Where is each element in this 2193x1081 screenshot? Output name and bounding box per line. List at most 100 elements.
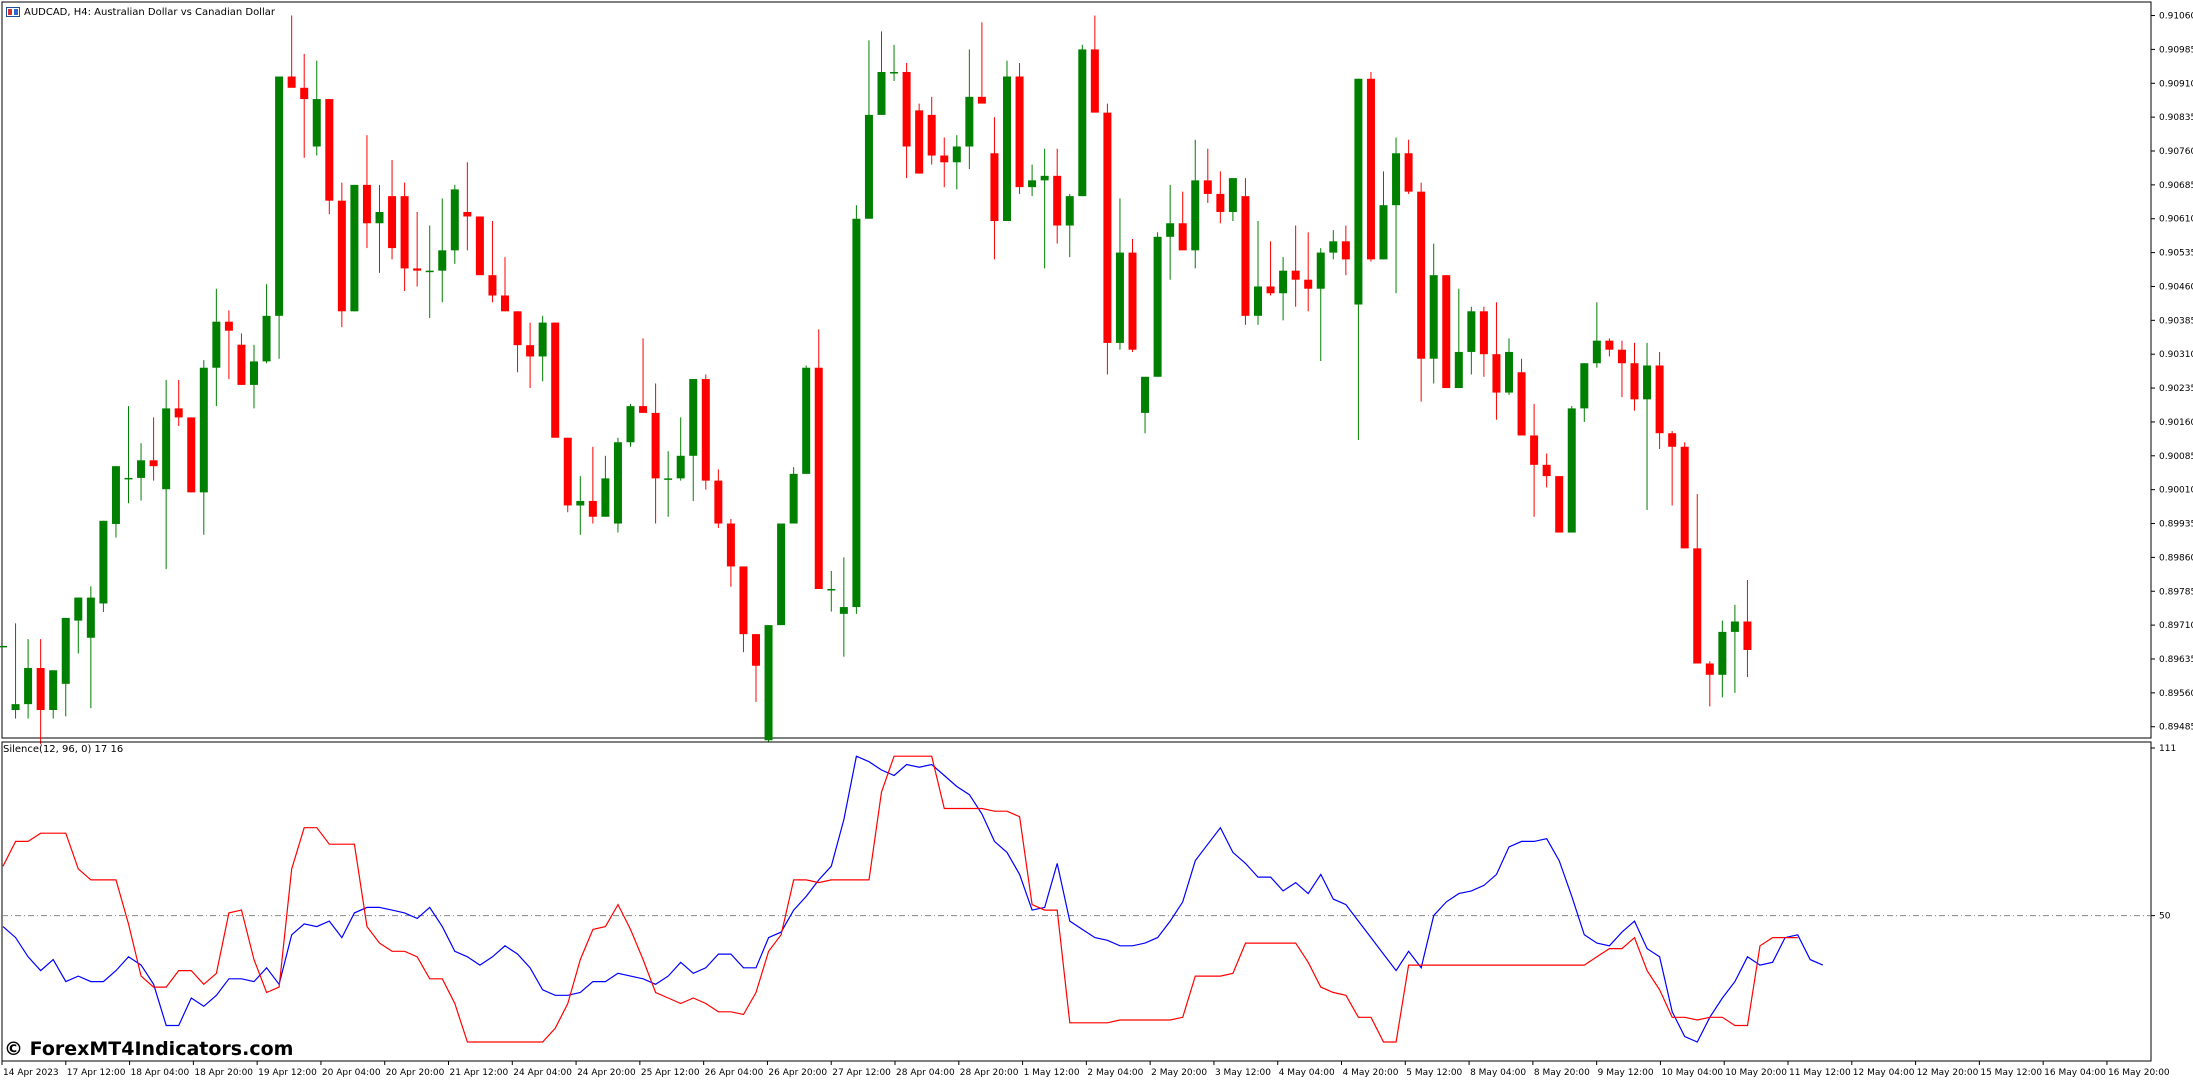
time-tick-label: 25 Apr 12:00 [641, 1068, 700, 1078]
candle-body [864, 114, 873, 219]
candle-body [701, 379, 710, 481]
candle-body [262, 315, 271, 362]
candle-body [1166, 223, 1175, 237]
candle-body [689, 379, 698, 456]
candle-body [1115, 252, 1124, 343]
price-tick-label: 0.89860 [2159, 553, 2193, 563]
candle-body [1191, 180, 1200, 251]
candle-body [1617, 349, 1626, 364]
candle-body [1090, 49, 1099, 113]
price-tick-label: 0.90460 [2159, 282, 2193, 292]
candle-body [250, 361, 258, 385]
candle-body [1530, 435, 1539, 465]
candle-body [513, 311, 522, 346]
time-tick-label: 20 Apr 04:00 [322, 1068, 381, 1078]
candle-body [1203, 180, 1212, 194]
candle-body [789, 473, 798, 524]
candle-body [1141, 376, 1150, 413]
time-tick-label: 8 May 04:00 [1470, 1068, 1526, 1078]
candle-body [1705, 663, 1714, 675]
candle-body [1492, 354, 1501, 393]
candle-body [1103, 112, 1112, 343]
candle-body [814, 367, 823, 589]
candle-body [111, 466, 120, 524]
candle-body [1592, 340, 1601, 364]
time-axis: 14 Apr 2023 17 Apr 12:00 18 Apr 04:00 18 Ap… [1, 1061, 2170, 1078]
candle-body [1655, 365, 1664, 434]
price-tick-label: 0.89485 [2159, 723, 2193, 733]
candle-body [350, 184, 359, 312]
candle-body [576, 500, 585, 506]
candle-body [36, 668, 45, 711]
time-tick-label: 10 May 20:00 [1725, 1068, 1787, 1078]
time-tick-label: 11 May 12:00 [1789, 1068, 1851, 1078]
candle-body [1053, 175, 1062, 226]
candle-body [325, 99, 334, 201]
candle-body [149, 460, 158, 467]
candle-body [237, 344, 246, 385]
candle-body [1454, 351, 1463, 389]
candle-body [275, 76, 284, 316]
candle-body [1730, 621, 1739, 632]
candle-body [1392, 153, 1401, 206]
candle-body [438, 250, 447, 271]
time-tick-label: 10 May 04:00 [1661, 1068, 1723, 1078]
candle-body [1065, 196, 1074, 226]
indicator-line-1 [2, 755, 1824, 1043]
price-tick-label: 0.90385 [2159, 316, 2193, 326]
candle-body [1028, 180, 1037, 188]
price-tick-label: 0.90910 [2159, 79, 2193, 89]
candle-body [99, 520, 108, 604]
candle-body [626, 406, 635, 443]
candle-body [1743, 621, 1752, 650]
time-tick-label: 28 Apr 04:00 [896, 1068, 955, 1078]
time-tick-label: 4 May 20:00 [1343, 1068, 1399, 1078]
candle-body [1153, 236, 1162, 377]
candle-body [86, 597, 95, 638]
candle-body [1015, 76, 1024, 188]
candle-body [124, 477, 133, 480]
candle-body [1304, 279, 1313, 289]
candle-body [61, 617, 70, 684]
time-tick-label: 26 Apr 20:00 [768, 1068, 827, 1078]
candle-body [1228, 178, 1237, 212]
price-tick-label: 0.90835 [2159, 113, 2193, 123]
candle-body [1442, 275, 1451, 389]
candle-body [300, 87, 309, 100]
candle-body [425, 270, 434, 273]
candle-body [1605, 340, 1614, 350]
candle-body [137, 460, 146, 478]
time-tick-label: 18 Apr 20:00 [194, 1068, 253, 1078]
watermark-text: ForexMT4Indicators.com [29, 1038, 294, 1060]
candle-body [676, 455, 685, 479]
candle-body [388, 196, 397, 249]
candle-body [940, 155, 949, 163]
price-tick-label: 0.90310 [2159, 350, 2193, 360]
candle-body [588, 500, 597, 517]
time-tick-label: 26 Apr 04:00 [705, 1068, 764, 1078]
candle-body [1555, 476, 1564, 533]
time-tick-label: 9 May 12:00 [1598, 1068, 1654, 1078]
candle-body [501, 295, 509, 312]
candle-body [1291, 270, 1300, 280]
candle-body [1580, 363, 1589, 409]
candle-body [777, 523, 786, 626]
candle-body [24, 668, 33, 705]
candle-body [1078, 49, 1087, 197]
candle-body [839, 607, 848, 614]
candle-body [927, 114, 936, 156]
candle-body [488, 275, 497, 296]
price-frame [1, 1, 2152, 739]
candle-body [337, 200, 346, 312]
candle-body [1467, 311, 1476, 352]
price-tick-label: 0.89560 [2159, 689, 2193, 699]
price-tick-label: 0.91060 [2159, 12, 2193, 22]
candle-body [212, 321, 221, 368]
indicator-frame [1, 741, 2152, 1062]
indicator-title: Silence(12, 96, 0) 17 16 [3, 744, 124, 755]
time-tick-label: 16 May 04:00 [2044, 1068, 2106, 1078]
candle-body [1254, 286, 1262, 316]
price-tick-label: 0.90610 [2159, 215, 2193, 225]
candle-body [526, 345, 535, 357]
